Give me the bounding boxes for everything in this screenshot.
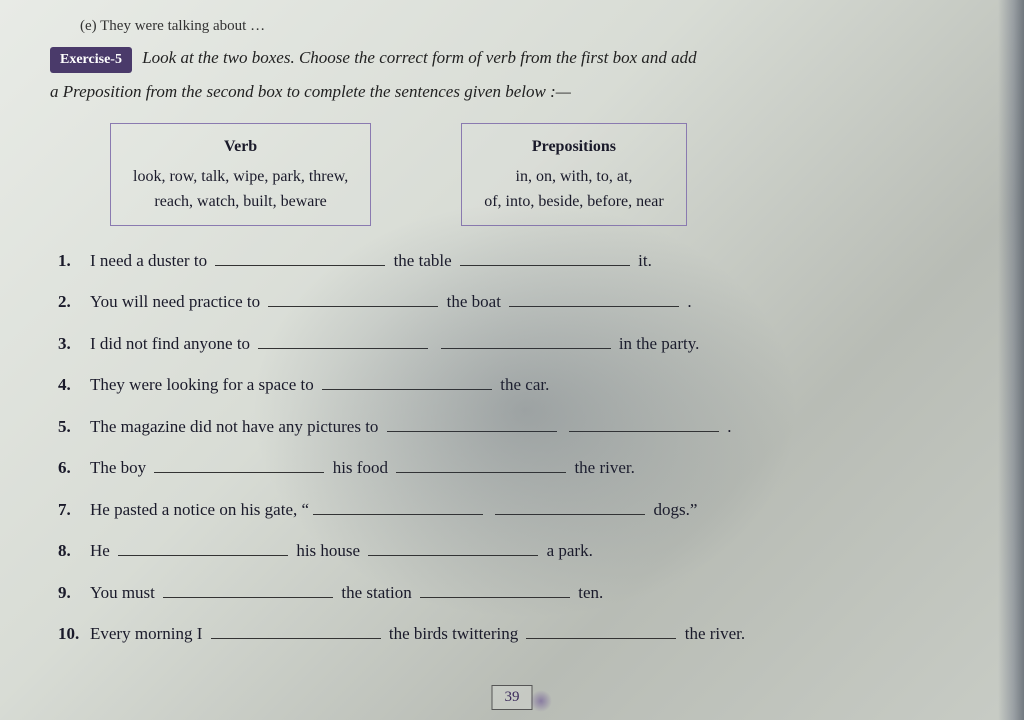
question-item: They were looking for a space to the car… [58,372,984,398]
question-item: Every morning I the birds twittering the… [58,621,984,647]
question-item: I did not find anyone to in the party. [58,331,984,357]
exercise-header: Exercise-5 Look at the two boxes. Choose… [50,45,984,73]
verb-box-line2: reach, watch, built, beware [133,189,348,215]
question-item: I need a duster to the table it. [58,248,984,274]
prepositions-box: Prepositions in, on, with, to, at, of, i… [461,123,686,226]
fill-blank[interactable] [460,249,630,266]
fill-blank[interactable] [387,415,557,432]
question-text: I need a duster to the table it. [90,248,984,274]
fill-blank[interactable] [118,539,288,556]
question-text: The magazine did not have any pictures t… [90,414,984,440]
question-item: The magazine did not have any pictures t… [58,414,984,440]
question-text: He his house a park. [90,538,984,564]
prepositions-box-title: Prepositions [484,134,663,160]
instructions-line1: Look at the two boxes. Choose the correc… [142,48,696,67]
question-text: They were looking for a space to the car… [90,372,984,398]
fill-blank[interactable] [420,581,570,598]
question-text: You must the station ten. [90,580,984,606]
fill-blank[interactable] [495,498,645,515]
verb-box-line1: look, row, talk, wipe, park, threw, [133,164,348,190]
ink-smudge [530,690,552,712]
fill-blank[interactable] [211,622,381,639]
fill-blank[interactable] [368,539,538,556]
prepositions-box-line1: in, on, with, to, at, [484,164,663,190]
fill-blank[interactable] [313,498,483,515]
question-text: The boy his food the river. [90,455,984,481]
fill-blank[interactable] [163,581,333,598]
exercise-badge: Exercise-5 [50,47,132,73]
question-item: You must the station ten. [58,580,984,606]
fill-blank[interactable] [509,290,679,307]
question-item: He his house a park. [58,538,984,564]
question-text: I did not find anyone to in the party. [90,331,984,357]
questions-list: I need a duster to the table it. You will… [50,248,984,647]
prepositions-box-line2: of, into, beside, before, near [484,189,663,215]
question-text: Every morning I the birds twittering the… [90,621,984,647]
page-number: 39 [492,685,533,710]
word-boxes-row: Verb look, row, talk, wipe, park, threw,… [110,123,984,226]
question-item: The boy his food the river. [58,455,984,481]
fill-blank[interactable] [268,290,438,307]
question-item: You will need practice to the boat . [58,289,984,315]
fill-blank[interactable] [322,373,492,390]
question-text: You will need practice to the boat . [90,289,984,315]
fill-blank[interactable] [154,456,324,473]
previous-exercise-tail: (e) They were talking about … [50,18,984,35]
page-edge-right [998,0,1024,720]
instructions-line2: a Preposition from the second box to com… [50,79,984,105]
fill-blank[interactable] [215,249,385,266]
fill-blank[interactable] [258,332,428,349]
question-item: He pasted a notice on his gate, “ dogs.” [58,497,984,523]
fill-blank[interactable] [396,456,566,473]
verb-box: Verb look, row, talk, wipe, park, threw,… [110,123,371,226]
fill-blank[interactable] [441,332,611,349]
question-text: He pasted a notice on his gate, “ dogs.” [90,497,984,523]
verb-box-title: Verb [133,134,348,160]
fill-blank[interactable] [526,622,676,639]
fill-blank[interactable] [569,415,719,432]
